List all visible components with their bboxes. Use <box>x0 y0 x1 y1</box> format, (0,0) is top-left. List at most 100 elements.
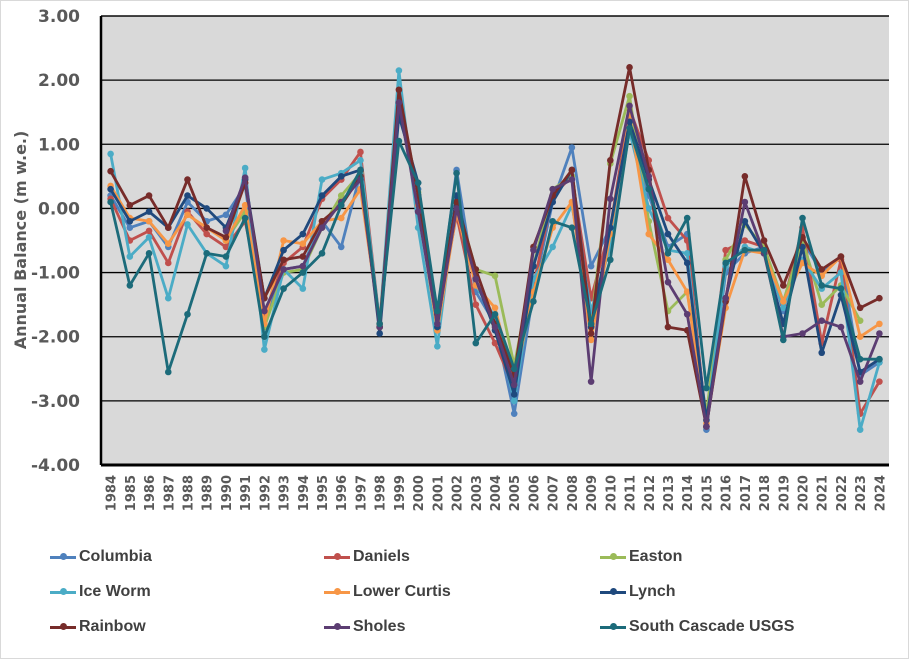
legend-item: Sholes <box>324 618 405 636</box>
data-point <box>453 205 460 212</box>
x-tick-label: 2004 <box>489 475 504 511</box>
data-point <box>779 304 787 312</box>
data-point <box>491 310 499 318</box>
data-point <box>607 195 614 203</box>
data-point <box>453 169 460 177</box>
data-point <box>299 285 307 292</box>
data-point <box>683 250 691 257</box>
data-point <box>683 214 691 222</box>
data-point <box>261 333 268 341</box>
data-point <box>779 336 787 344</box>
x-tick-label: 1986 <box>143 475 158 511</box>
data-point <box>549 243 556 251</box>
x-tick-label: 1996 <box>335 475 350 511</box>
data-point <box>626 102 633 110</box>
data-point <box>203 230 211 238</box>
x-tick-label: 2020 <box>797 475 812 511</box>
x-tick-label: 1988 <box>181 475 196 511</box>
data-point <box>222 227 230 235</box>
data-point <box>280 246 287 254</box>
y-tick-label: -3.00 <box>31 392 80 412</box>
data-point <box>664 323 672 331</box>
legend-swatch-icon <box>600 553 626 560</box>
x-tick-label: 2014 <box>681 475 696 511</box>
data-point <box>837 323 845 331</box>
data-point <box>241 164 249 172</box>
legend-swatch-icon <box>324 623 350 630</box>
legend-item: Lynch <box>600 583 676 601</box>
x-tick-label: 2007 <box>547 475 562 511</box>
data-point <box>203 205 211 212</box>
x-axis-ticks: 1984 1985 1986 1987 1988 1989 1990 1991 1992 1993… <box>105 475 889 511</box>
data-point <box>337 201 345 209</box>
data-point <box>280 237 287 244</box>
legend-label: Rainbow <box>79 618 146 635</box>
data-point <box>664 278 672 286</box>
data-point <box>664 230 672 238</box>
x-tick-label: 1992 <box>258 475 273 511</box>
data-point <box>299 262 307 270</box>
x-tick-label: 1990 <box>220 475 235 511</box>
data-point <box>760 237 768 244</box>
data-point <box>664 250 672 257</box>
data-point <box>760 246 768 254</box>
data-point <box>337 173 345 180</box>
data-point <box>203 250 211 257</box>
data-point <box>587 336 595 344</box>
x-tick-label: 2023 <box>854 475 869 511</box>
data-point <box>626 92 633 100</box>
data-point <box>241 214 249 222</box>
data-point <box>261 307 268 315</box>
x-tick-label: 2001 <box>431 475 446 511</box>
data-point <box>376 320 383 328</box>
data-point <box>818 266 826 273</box>
data-point <box>145 192 153 199</box>
data-point <box>818 282 826 289</box>
data-point <box>664 214 672 222</box>
plot-area <box>101 16 889 465</box>
data-point <box>568 176 576 183</box>
data-point <box>222 233 230 241</box>
data-point <box>357 148 364 156</box>
data-point <box>299 253 307 260</box>
data-point <box>222 211 230 219</box>
data-point <box>818 349 826 357</box>
data-point <box>222 253 230 260</box>
data-point <box>299 240 307 248</box>
x-tick-label: 2011 <box>624 475 639 511</box>
y-tick-label: 0.00 <box>38 199 80 219</box>
x-tick-label: 2021 <box>816 475 831 511</box>
data-point <box>837 253 845 260</box>
data-point <box>645 173 653 180</box>
data-point <box>299 230 307 238</box>
data-point <box>837 285 845 292</box>
x-tick-label: 2003 <box>470 475 485 511</box>
data-point <box>876 294 883 302</box>
data-point <box>434 320 441 328</box>
data-point <box>318 224 326 231</box>
data-point <box>126 253 134 260</box>
x-tick-label: 2017 <box>739 475 754 511</box>
legend-swatch-icon <box>324 553 350 560</box>
data-point <box>530 246 537 254</box>
data-point <box>434 307 441 315</box>
data-point <box>107 198 114 206</box>
data-point <box>587 330 595 337</box>
data-point <box>856 333 864 341</box>
x-tick-label: 2016 <box>720 475 735 511</box>
axes <box>99 15 889 467</box>
data-point <box>587 378 595 385</box>
x-tick-label: 1985 <box>124 475 139 511</box>
x-tick-label: 1984 <box>105 475 120 511</box>
data-point <box>472 301 480 308</box>
data-point <box>491 323 499 331</box>
x-tick-label: 2019 <box>777 475 792 511</box>
data-point <box>107 167 114 175</box>
legend-item: Easton <box>600 548 682 566</box>
legend-swatch-icon <box>50 588 76 595</box>
legend-item: Ice Worm <box>50 583 151 601</box>
data-point <box>607 157 614 164</box>
data-point <box>779 298 787 305</box>
y-tick-label: -4.00 <box>31 456 80 476</box>
